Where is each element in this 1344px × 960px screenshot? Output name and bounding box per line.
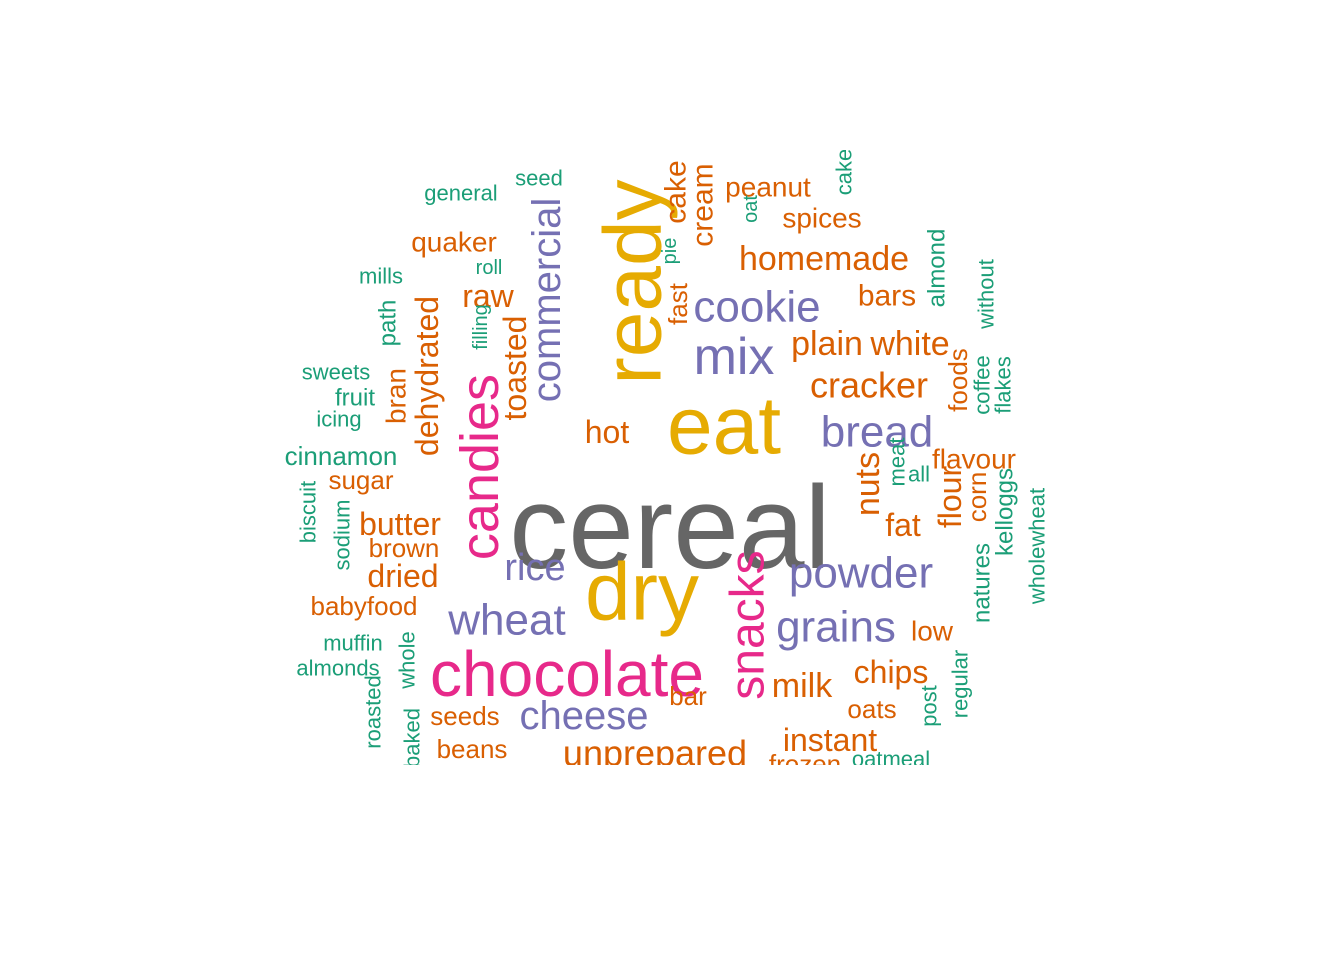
word-almonds: almonds: [296, 656, 379, 681]
word-wheat: wheat: [447, 596, 565, 645]
word-mix: mix: [694, 328, 775, 386]
word-almond: almond: [924, 229, 951, 308]
word-cookie: cookie: [693, 283, 820, 332]
word-bread: bread: [821, 408, 934, 457]
word-oatmeal: oatmeal: [852, 747, 930, 772]
word-instant: instant: [783, 722, 877, 758]
word-corn: corn: [962, 472, 992, 523]
word-roll: roll: [476, 257, 503, 279]
word-regular: regular: [948, 650, 973, 718]
word-general: general: [424, 181, 497, 206]
word-oat: oat: [740, 195, 762, 223]
word-post: post: [917, 685, 942, 727]
word-kelloggs: kelloggs: [992, 468, 1019, 556]
word-fast: fast: [663, 282, 693, 325]
word-nuts: nuts: [849, 452, 887, 516]
word-fruit: fruit: [335, 385, 375, 412]
word-cream: cream: [687, 163, 720, 246]
word-fat: fat: [885, 507, 921, 543]
word-hot: hot: [585, 414, 630, 450]
word-dry: dry: [585, 547, 699, 638]
word-path: path: [375, 300, 402, 347]
word-sour: sour: [611, 769, 669, 802]
word-muffin: muffin: [323, 631, 383, 656]
word-cereal: cereal: [509, 462, 830, 594]
word-oats: oats: [847, 694, 896, 724]
word-wholewheat: wholewheat: [1025, 488, 1050, 605]
word-grains: grains: [776, 603, 896, 652]
word-unprepared: unprepared: [563, 733, 747, 774]
word-flavour: flavour: [932, 444, 1016, 475]
word-sweets: sweets: [302, 360, 370, 385]
word-eat: eat: [667, 381, 781, 472]
word-frozen: frozen: [769, 749, 841, 779]
word-bar: bar: [669, 681, 707, 711]
word-brown: brown: [369, 533, 440, 563]
word-bran: bran: [381, 368, 412, 424]
word-chips: chips: [854, 654, 929, 690]
word-white: white: [869, 325, 949, 363]
word-mills: mills: [359, 264, 403, 289]
word-foods: foods: [943, 348, 973, 412]
word-dehydrated: dehydrated: [409, 296, 445, 456]
word-quaker: quaker: [411, 227, 497, 258]
word-milk: milk: [772, 667, 833, 705]
word-plain: plain: [791, 325, 863, 363]
word-babyfood: babyfood: [311, 591, 418, 621]
word-flour: flour: [932, 466, 968, 529]
word-toasted: toasted: [497, 316, 533, 421]
word-butter: butter: [359, 506, 441, 542]
word-roasted: roasted: [361, 675, 386, 748]
word-bars: bars: [858, 280, 916, 313]
word-cheese: cheese: [520, 694, 649, 738]
word-sodium: sodium: [330, 500, 355, 571]
word-seeds: seeds: [430, 701, 499, 731]
word-homemade: homemade: [739, 240, 909, 278]
word-cracker: cracker: [810, 365, 928, 406]
word-rice: rice: [504, 547, 565, 589]
word-cinnamon: cinnamon: [285, 441, 398, 471]
word-commercial: commercial: [525, 198, 569, 402]
word-candies: candies: [450, 374, 510, 560]
word-biscuit: biscuit: [296, 481, 321, 543]
word-flakes: flakes: [991, 356, 1016, 413]
word-cake: cake: [832, 149, 857, 195]
word-whole: whole: [395, 631, 420, 689]
word-ready: ready: [588, 179, 679, 384]
word-low: low: [911, 616, 954, 647]
word-sugar: sugar: [328, 465, 393, 495]
word-peanut: peanut: [725, 172, 811, 203]
word-meat: meat: [885, 438, 910, 487]
word-baked: baked: [400, 708, 425, 768]
word-all: all: [908, 462, 930, 487]
word-natures: natures: [969, 543, 996, 623]
word-chocolate: chocolate: [430, 638, 704, 710]
word-cake: cake: [660, 160, 693, 223]
word-icing: icing: [316, 407, 361, 432]
word-coffee: coffee: [970, 355, 995, 415]
word-powder: powder: [789, 549, 933, 598]
word-pie: pie: [659, 238, 681, 265]
word-snacks: snacks: [722, 550, 775, 699]
word-filling: filling: [470, 304, 492, 350]
word-without: without: [974, 259, 999, 330]
word-spices: spices: [782, 203, 861, 234]
word-dried: dried: [367, 558, 438, 594]
word-beans: beans: [437, 734, 508, 764]
word-raw: raw: [462, 278, 514, 314]
word-seed: seed: [515, 166, 563, 191]
